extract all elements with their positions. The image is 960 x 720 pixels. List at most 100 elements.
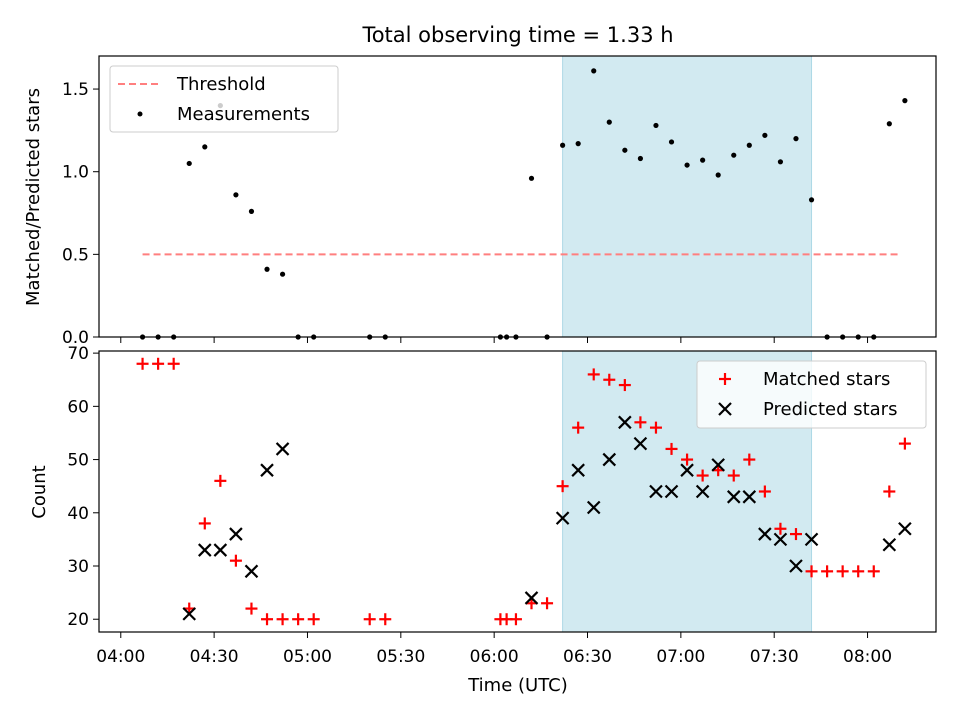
y-tick-label: 20 — [67, 610, 89, 630]
matched-point — [136, 357, 149, 370]
matched-point — [665, 442, 678, 455]
measurement-point — [793, 136, 799, 142]
measurement-point — [264, 266, 270, 272]
matched-point — [852, 565, 865, 578]
measurement-point — [248, 208, 255, 214]
legend-predicted-label: Predicted stars — [763, 399, 897, 420]
predicted-point — [524, 591, 539, 605]
predicted-mark-b — [229, 527, 243, 541]
y-tick-label: 30 — [67, 557, 89, 577]
predicted-point — [571, 463, 585, 477]
measurement-point — [497, 334, 503, 340]
matched-point — [898, 437, 911, 450]
x-tick-label: 06:30 — [563, 647, 612, 667]
predicted-mark-b — [773, 532, 788, 547]
predicted-mark-b — [711, 458, 725, 472]
measurement-point — [684, 162, 690, 168]
matched-point — [572, 421, 585, 434]
predicted-mark-b — [695, 484, 710, 499]
predicted-mark-b — [602, 452, 617, 467]
matched-point — [603, 373, 616, 386]
matched-point — [229, 554, 242, 567]
matched-point — [618, 379, 631, 392]
predicted-point — [789, 559, 803, 573]
y-tick-label: 1.0 — [62, 163, 89, 183]
matched-point — [836, 565, 849, 578]
x-tick-label: 04:30 — [190, 647, 239, 667]
measurement-point — [808, 197, 815, 203]
predicted-mark-b — [555, 511, 570, 525]
x-tick-label: 05:30 — [376, 647, 425, 667]
measurement-point — [202, 144, 208, 150]
bottom-legend: Matched stars Predicted stars — [696, 360, 927, 429]
predicted-point — [586, 500, 601, 515]
predicted-mark-b — [198, 543, 212, 557]
measurement-point — [544, 334, 550, 340]
predicted-point — [244, 564, 259, 579]
predicted-mark-b — [664, 484, 679, 499]
matched-point — [509, 613, 522, 626]
measurement-point — [575, 141, 581, 147]
y-tick-label: 0.0 — [62, 328, 89, 348]
predicted-mark-b — [275, 442, 290, 456]
measurement-point — [902, 98, 908, 104]
measurement-point — [871, 334, 877, 340]
measurement-point — [311, 334, 317, 340]
measurement-point — [731, 152, 737, 158]
predicted-mark-b — [789, 559, 803, 573]
predicted-point — [198, 543, 212, 557]
y-tick-label: 60 — [67, 397, 89, 417]
matched-point — [821, 565, 834, 578]
measurement-point — [528, 175, 535, 181]
predicted-mark-b — [804, 532, 819, 547]
predicted-point — [229, 527, 243, 541]
matched-point — [379, 613, 392, 626]
x-tick-label: 08:00 — [843, 647, 892, 667]
predicted-mark-b — [260, 463, 274, 477]
x-tick-label: 06:00 — [470, 647, 519, 667]
measurement-point — [295, 334, 301, 340]
matched-point — [789, 528, 802, 541]
matched-point — [727, 469, 740, 482]
predicted-mark-b — [726, 490, 741, 504]
matched-point — [805, 565, 818, 578]
predicted-point — [758, 527, 772, 541]
predicted-mark-b — [213, 543, 228, 557]
predicted-point — [260, 463, 274, 477]
measurement-point — [622, 147, 628, 153]
predicted-mark-b — [742, 490, 757, 504]
measurement-point — [824, 334, 830, 340]
x-tick-label: 07:30 — [750, 647, 799, 667]
top-legend: Threshold Measurements — [109, 65, 339, 133]
legend-measurements-swatch — [137, 111, 143, 117]
measurement-point — [653, 122, 659, 129]
legend-matched-swatch — [719, 373, 731, 385]
legend-threshold-label: Threshold — [176, 74, 266, 95]
matched-point — [167, 357, 180, 370]
x-tick-label: 05:00 — [283, 647, 332, 667]
top-y-axis-label: Matched/Predicted stars — [23, 88, 44, 306]
predicted-mark-b — [244, 564, 259, 579]
matched-point — [634, 416, 647, 429]
matched-point — [696, 469, 709, 482]
measurement-point — [171, 334, 177, 340]
matched-point — [883, 485, 896, 498]
predicted-mark-b — [649, 484, 663, 499]
predicted-mark-b — [618, 415, 632, 430]
predicted-point — [649, 484, 663, 499]
predicted-point — [680, 463, 694, 477]
matched-point — [774, 522, 787, 535]
predicted-point — [182, 607, 197, 621]
y-tick-label: 40 — [67, 504, 89, 524]
matched-point — [587, 368, 600, 381]
matched-point — [198, 517, 211, 530]
measurement-point — [746, 142, 752, 148]
y-tick-label: 70 — [67, 344, 89, 364]
matched-point — [152, 357, 165, 370]
top-panel: 0.0 0.5 1.0 1.5 — [62, 55, 937, 348]
bottom-y-axis-label: Count — [29, 465, 50, 518]
chart-title: Total observing time = 1.33 h — [361, 23, 673, 47]
measurement-point — [504, 334, 510, 340]
matched-point — [681, 453, 694, 466]
